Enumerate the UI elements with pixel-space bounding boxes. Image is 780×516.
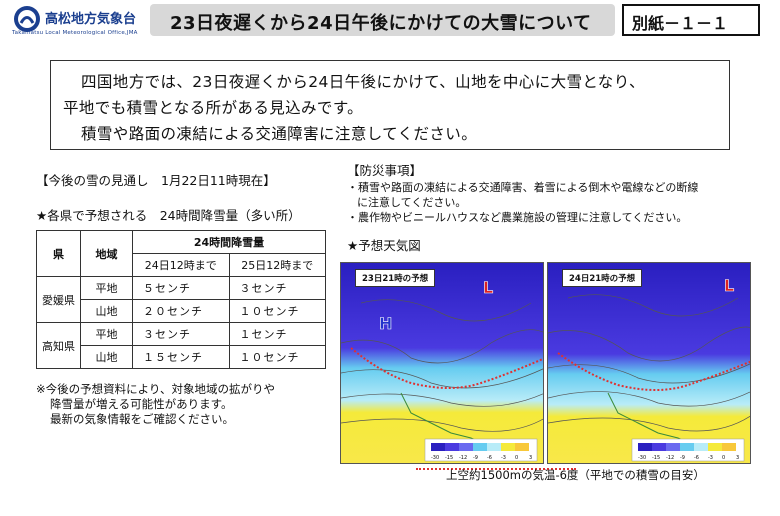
map-time-label: 24日21時の予想 xyxy=(562,269,643,287)
prevention-item: ・農作物やビニールハウスなど農業施設の管理に注意してください。 xyxy=(347,211,688,224)
col-day1: 24日12時まで xyxy=(132,253,230,277)
scale-tick-label: -6 xyxy=(487,455,492,461)
amount-cell: １０センチ xyxy=(228,299,326,323)
area-cell: 山地 xyxy=(80,299,133,323)
col-amount: 24時間降雪量 xyxy=(132,230,326,254)
prevention-item: ・積雪や路面の凍結による交通障害、着雪による倒木や電線などの断線 xyxy=(347,181,699,194)
scale-tick-label: -9 xyxy=(473,455,478,461)
scale-tick-label: 3 xyxy=(529,455,532,461)
svg-text:L: L xyxy=(483,278,493,297)
scale-tick-label: -3 xyxy=(501,455,506,461)
summary-line: 積雪や路面の凍結による交通障害に注意してください。 xyxy=(81,125,478,143)
summary-box: 四国地方では、23日夜遅くから24日午後にかけて、山地を中心に大雪となり、 平地… xyxy=(50,60,730,150)
amount-cell: １センチ xyxy=(228,322,326,346)
summary-line: 四国地方では、23日夜遅くから24日午後にかけて、山地を中心に大雪となり、 xyxy=(81,73,645,91)
pref-cell: 愛媛県 xyxy=(36,276,81,323)
table-header-row: 県 地域 24時間降雪量 xyxy=(36,230,326,277)
scale-tick-label: 3 xyxy=(736,455,739,461)
caution-note: ※今後の予想資料により、対象地域の拡がりや 降雪量が増える可能性があります。 最… xyxy=(36,382,275,427)
table-row: 愛媛県 平地 ５センチ ３センチ xyxy=(36,276,326,323)
amount-cell: １０センチ xyxy=(228,345,326,369)
summary-line: 平地でも積雪となる所がある見込みです。 xyxy=(63,99,364,117)
col-day2: 25日12時まで xyxy=(228,253,326,277)
scale-tick-label: -9 xyxy=(680,455,685,461)
jma-logo: 高松地方気象台 Takamatsu Local Meteorological O… xyxy=(12,4,152,38)
svg-text:L: L xyxy=(724,276,734,295)
table-title: ★各県で予想される 24時間降雪量（多い所） xyxy=(36,208,301,223)
outlook-heading: 【今後の雪の見通し 1月22日11時現在】 xyxy=(36,173,276,188)
scale-tick-label: -12 xyxy=(666,455,674,461)
table-row: 山地 ２０センチ １０センチ xyxy=(37,299,326,323)
jma-logo-icon xyxy=(14,6,40,32)
forecast-map-23: H L -30 -15 -12 -9 -6 -3 0 3 23日21時の予想 xyxy=(340,262,544,464)
col-area: 地域 xyxy=(80,230,133,277)
forecast-map-24: L -30 -15 -12 -9 -6 -3 0 3 24日21時の予想 xyxy=(547,262,751,464)
pref-cell: 高知県 xyxy=(36,322,81,369)
front-line-legend-icon xyxy=(416,468,576,470)
svg-text:H: H xyxy=(379,314,392,333)
title-bar: 23日夜遅くから24日午後にかけての大雪について xyxy=(150,4,615,36)
scale-tick-label: 0 xyxy=(515,455,518,461)
scale-tick-label: -3 xyxy=(708,455,713,461)
table-row: 山地 １５センチ １０センチ xyxy=(37,345,326,369)
col-pref: 県 xyxy=(36,230,81,277)
office-name: 高松地方気象台 xyxy=(45,12,137,27)
note-line: 最新の気象情報をご確認ください。 xyxy=(50,412,234,426)
scale-tick-label: -15 xyxy=(652,455,660,461)
amount-cell: ５センチ xyxy=(132,276,230,300)
weather-map-image: H L -30 -15 -12 -9 -6 -3 0 3 xyxy=(341,263,543,463)
note-line: 降雪量が増える可能性があります。 xyxy=(50,397,233,411)
scale-tick-label: -15 xyxy=(445,455,453,461)
forecast-maps-heading: ★予想天気図 xyxy=(347,238,421,253)
prevention-item: に注意してください。 xyxy=(357,196,467,209)
doc-number: 別紙－１－１ xyxy=(622,4,760,36)
prevention-heading: 【防災事項】 xyxy=(347,163,423,178)
legend-text: 上空約1500mの気温-6度（平地での積雪の目安） xyxy=(446,468,705,482)
page-title: 23日夜遅くから24日午後にかけての大雪について xyxy=(170,13,592,34)
header: 高松地方気象台 Takamatsu Local Meteorological O… xyxy=(0,0,780,40)
scale-tick-label: -30 xyxy=(638,455,646,461)
snowfall-table: 県 地域 24時間降雪量 24日12時まで 25日12時まで 愛媛県 平地 ５セ… xyxy=(36,230,326,369)
prevention-section: 【防災事項】 ・積雪や路面の凍結による交通障害、着雪による倒木や電線などの断線 … xyxy=(347,163,698,225)
amount-cell: １５センチ xyxy=(132,345,230,369)
scale-tick-label: -30 xyxy=(431,455,439,461)
scale-tick-label: -12 xyxy=(459,455,467,461)
amount-cell: ２０センチ xyxy=(132,299,230,323)
scale-tick-label: -6 xyxy=(694,455,699,461)
amount-cell: ３センチ xyxy=(228,276,326,300)
note-line: ※今後の予想資料により、対象地域の拡がりや xyxy=(36,382,275,396)
table-row: 高知県 平地 ３センチ １センチ xyxy=(36,322,326,369)
amount-cell: ３センチ xyxy=(132,322,230,346)
scale-tick-label: 0 xyxy=(722,455,725,461)
map-time-label: 23日21時の予想 xyxy=(355,269,436,287)
area-cell: 山地 xyxy=(80,345,133,369)
area-cell: 平地 xyxy=(80,322,133,346)
office-name-en: Takamatsu Local Meteorological Office,JM… xyxy=(12,30,138,36)
area-cell: 平地 xyxy=(80,276,133,300)
weather-map-image: L -30 -15 -12 -9 -6 -3 0 3 xyxy=(548,263,750,463)
